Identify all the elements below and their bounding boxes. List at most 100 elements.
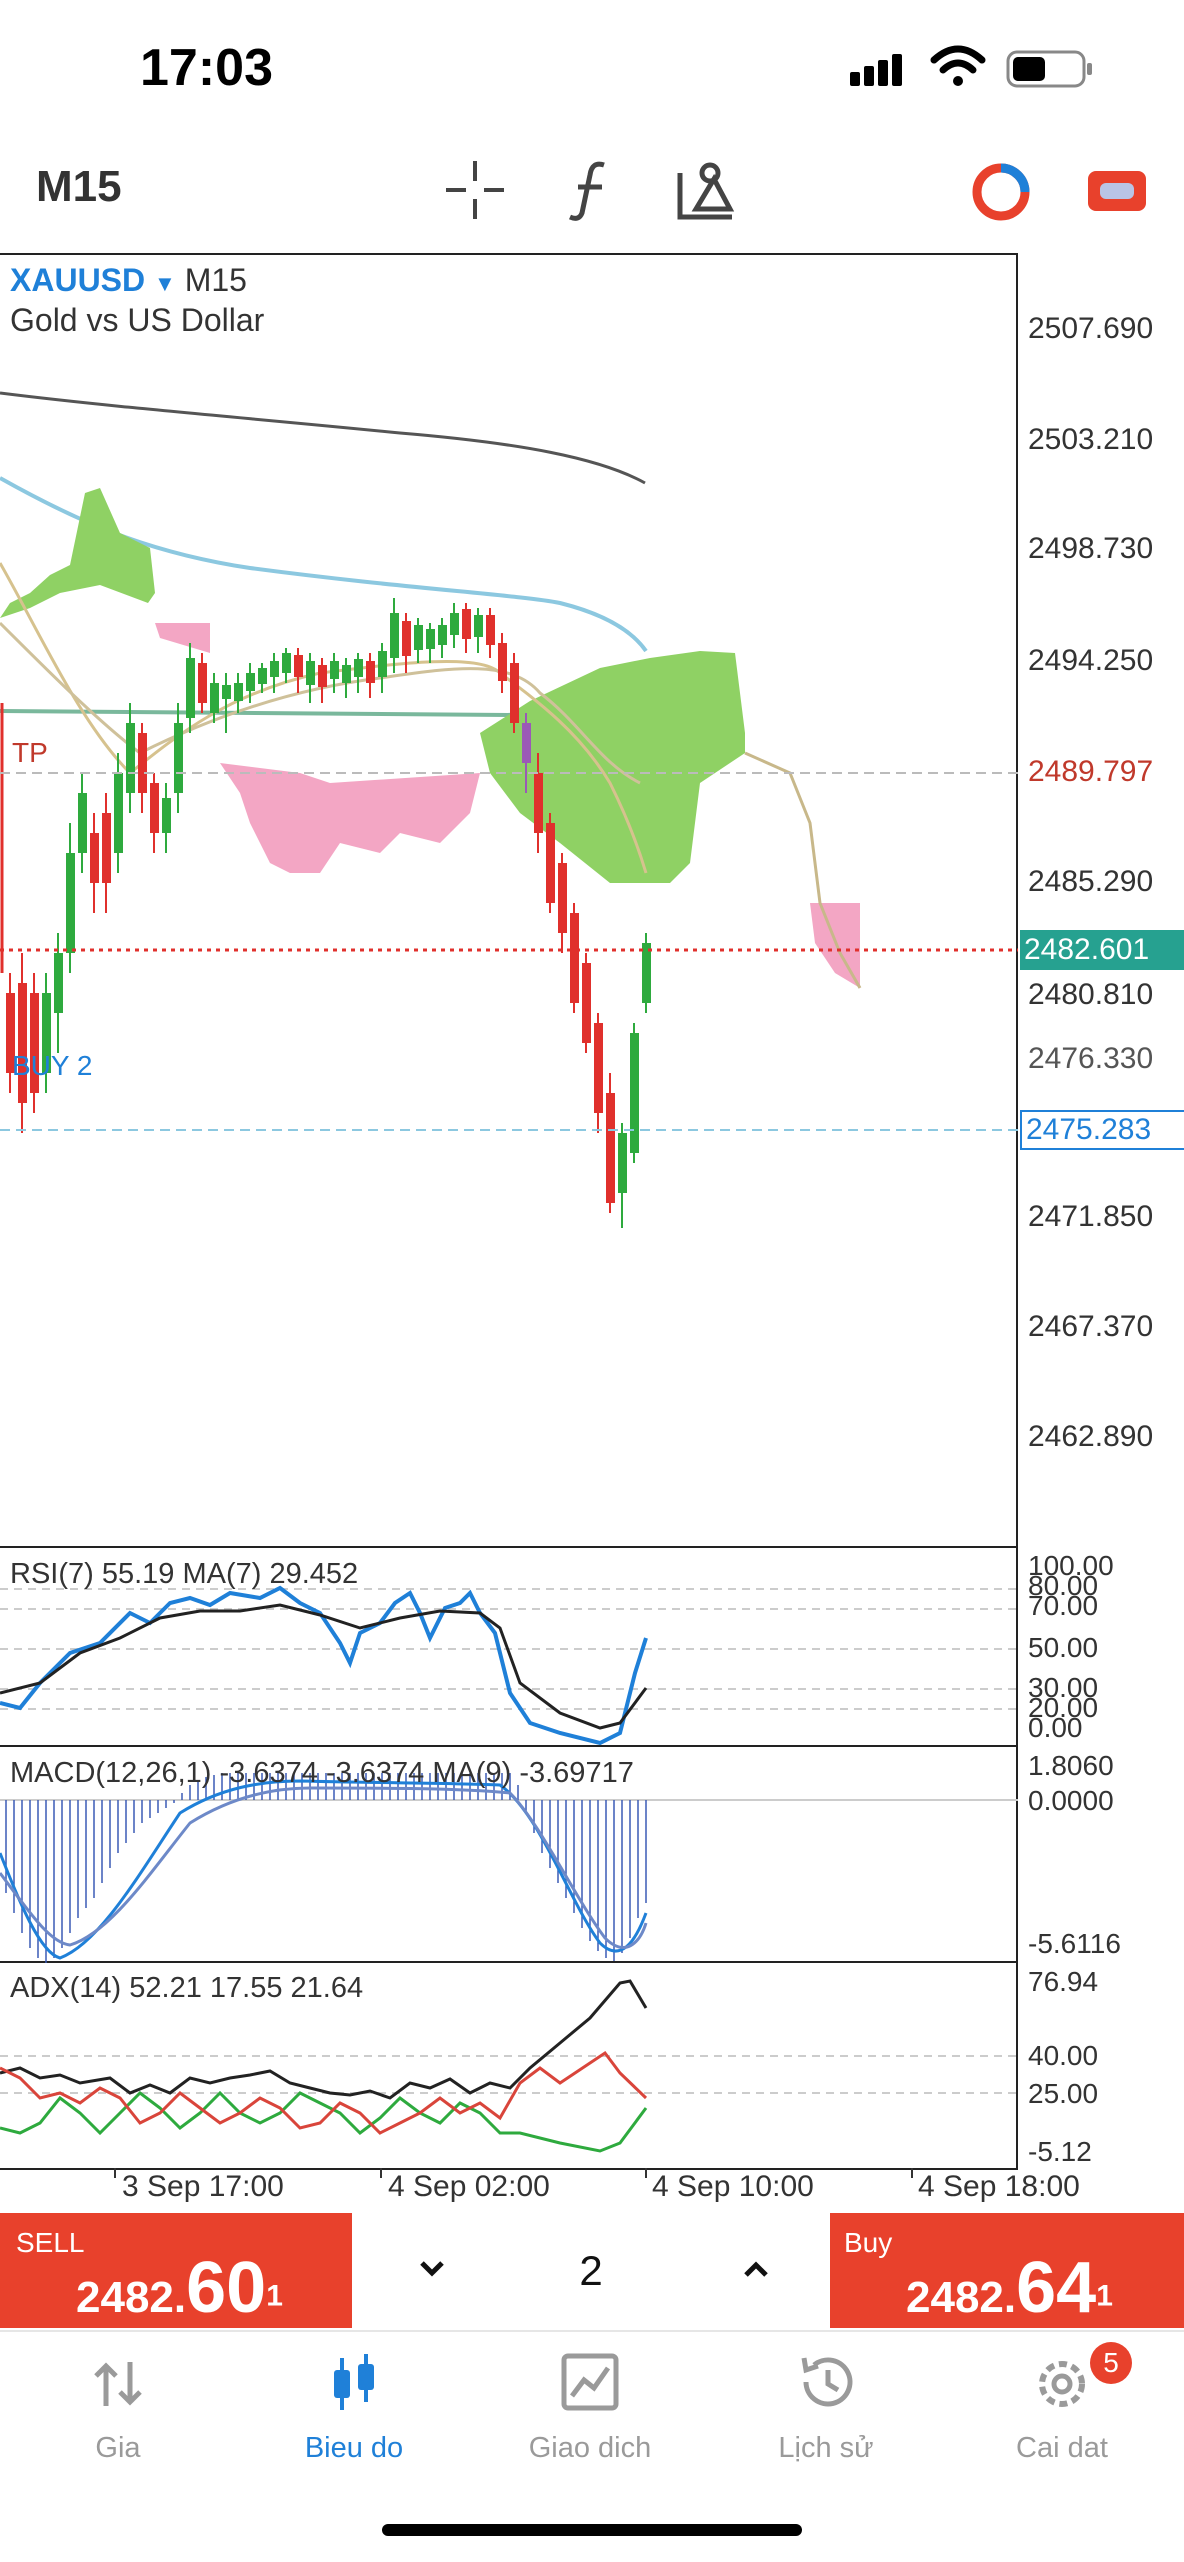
timeframe-button[interactable]: M15 (36, 162, 122, 211)
buy-button[interactable]: Buy 2482.641 (830, 2213, 1184, 2328)
nav-item-chart[interactable]: Bieu do (236, 2332, 472, 2492)
account-icon[interactable] (966, 155, 1036, 225)
chart-frame[interactable] (0, 253, 1018, 2170)
nav-item-quotes[interactable]: Gia (0, 2332, 236, 2492)
history-icon (801, 2357, 853, 2407)
adx-minus-line (0, 2050, 648, 2135)
symbol-name[interactable]: XAUUSD (10, 262, 146, 298)
nav-label-history: Lịch sử (778, 2432, 874, 2464)
objects-icon[interactable] (670, 155, 740, 225)
time-axis-label: 4 Sep 18:00 (918, 2170, 1080, 2203)
rsi-pane (0, 1585, 1018, 1746)
time-axis-ticks (114, 2168, 913, 2178)
trade-icon (561, 2353, 619, 2411)
adx-plus-line (0, 2090, 648, 2153)
price-axis-label: 2507.690 (1028, 312, 1154, 345)
time-axis-label: 4 Sep 10:00 (652, 2170, 814, 2203)
rsi-label: RSI(7) 55.19 MA(7) 29.452 (10, 1558, 359, 1590)
symbol-header[interactable]: XAUUSD ▼ M15 (10, 262, 247, 299)
adx-level-label: -5.12 (1028, 2136, 1092, 2167)
rsi-level-label: 50.00 (1028, 1632, 1099, 1663)
price-axis-label: 2503.210 (1028, 423, 1154, 456)
tp-price-label: 2489.797 (1028, 755, 1154, 788)
macd-pane (0, 1773, 1018, 1963)
rsi-ma-line (0, 1603, 648, 1730)
rsi-level-label: 70.00 (1028, 1590, 1099, 1621)
macd-level-label: -5.6116 (1028, 1928, 1121, 1959)
lot-value[interactable]: 2 (579, 2247, 603, 2294)
chart-canvas[interactable] (0, 253, 1018, 2170)
sell-button[interactable]: SELL 2482.601 (0, 2213, 352, 2328)
sell-price-big: 60 (186, 2248, 267, 2328)
settings-icon (1039, 2361, 1085, 2407)
crosshair-icon[interactable] (440, 155, 510, 225)
notification-badge: 5 (1090, 2342, 1132, 2384)
adx-pane (0, 1979, 1018, 2153)
sell-label: SELL (16, 2227, 85, 2258)
buy-price-main: 2482. (906, 2273, 1017, 2322)
nav-label-chart: Bieu do (304, 2432, 404, 2464)
chevron-down-icon[interactable]: ▼ (154, 271, 176, 296)
battery-icon (1006, 50, 1096, 90)
buy-price: 2482.641 (906, 2247, 1113, 2329)
home-indicator (382, 2524, 802, 2536)
wifi-icon (930, 44, 986, 88)
price-axis-label: 2476.330 (1028, 1042, 1154, 1075)
status-time: 17:03 (140, 39, 273, 97)
adx-level-label: 40.00 (1028, 2040, 1099, 2071)
nav-label-trade: Giao dich (528, 2432, 652, 2464)
rsi-line (0, 1585, 648, 1746)
sell-price-sup: 1 (266, 2279, 283, 2313)
macd-level-label: 1.8060 (1028, 1750, 1114, 1781)
buy-price-big: 64 (1016, 2248, 1097, 2328)
quotes-icon (94, 2362, 142, 2406)
nav-label-settings: Cai dat (1016, 2432, 1108, 2464)
ichimoku-cloud-green (0, 488, 155, 618)
macd-line (0, 1779, 648, 1960)
signal-icon (850, 52, 914, 88)
sell-price-main: 2482. (76, 2273, 187, 2322)
nav-label-quotes: Gia (95, 2432, 141, 2464)
price-axis-label: 2462.890 (1028, 1420, 1154, 1453)
buy-line-label[interactable]: BUY 2 (12, 1050, 93, 1081)
increase-lot-button[interactable] (726, 2239, 786, 2299)
sell-price: 2482.601 (76, 2247, 283, 2329)
symbol-description: Gold vs US Dollar (10, 302, 265, 338)
buy-price-sup: 1 (1096, 2279, 1113, 2313)
adx-level-label: 25.00 (1028, 2078, 1099, 2109)
decrease-lot-button[interactable] (402, 2239, 462, 2299)
price-axis-label: 2467.370 (1028, 1310, 1154, 1343)
time-axis-label: 3 Sep 17:00 (122, 2170, 284, 2203)
price-axis-label: 2471.850 (1028, 1200, 1154, 1233)
lot-selector[interactable]: 2 (352, 2213, 830, 2328)
buy-price-label: 2475.283 (1020, 1110, 1184, 1150)
price-axis-label: 2494.250 (1028, 644, 1154, 677)
bottom-nav: Gia Bieu do Giao dich Lịch sử 5 Cai dat (0, 2330, 1184, 2562)
nav-item-settings[interactable]: 5 Cai dat (944, 2332, 1180, 2492)
adx-level-label: 76.94 (1028, 1966, 1099, 1997)
chart-icon (334, 2354, 374, 2410)
price-candles (0, 598, 651, 1228)
rsi-level-label: 80.00 (1028, 1570, 1099, 1601)
adx-label: ADX(14) 52.21 17.55 21.64 (10, 1972, 364, 2004)
rsi-level-label: 30.00 (1028, 1672, 1099, 1703)
rsi-level-label: 100.00 (1028, 1550, 1114, 1581)
current-price-label: 2482.601 (1020, 930, 1184, 970)
trade-icon[interactable] (1082, 155, 1152, 225)
nav-item-history[interactable]: Lịch sử (708, 2332, 944, 2492)
buy-label: Buy (844, 2227, 893, 2258)
tp-line-label[interactable]: TP (12, 737, 48, 768)
rsi-level-label: 0.00 (1028, 1712, 1083, 1743)
rsi-level-label: 20.00 (1028, 1692, 1099, 1723)
macd-label: MACD(12,26,1) -3.6374 -3.6374 MA(9) -3.6… (10, 1757, 634, 1789)
time-axis-label: 4 Sep 02:00 (388, 2170, 550, 2203)
price-axis-label: 2485.290 (1028, 865, 1154, 898)
function-icon[interactable] (556, 155, 626, 225)
ichimoku-cloud-pink (155, 623, 210, 653)
nav-item-trade[interactable]: Giao dich (472, 2332, 708, 2492)
price-axis-label: 2498.730 (1028, 532, 1154, 565)
macd-signal-line (0, 1786, 648, 1949)
price-axis-label: 2480.810 (1028, 978, 1154, 1011)
ma-long-line (0, 391, 646, 485)
symbol-timeframe: M15 (184, 262, 247, 298)
